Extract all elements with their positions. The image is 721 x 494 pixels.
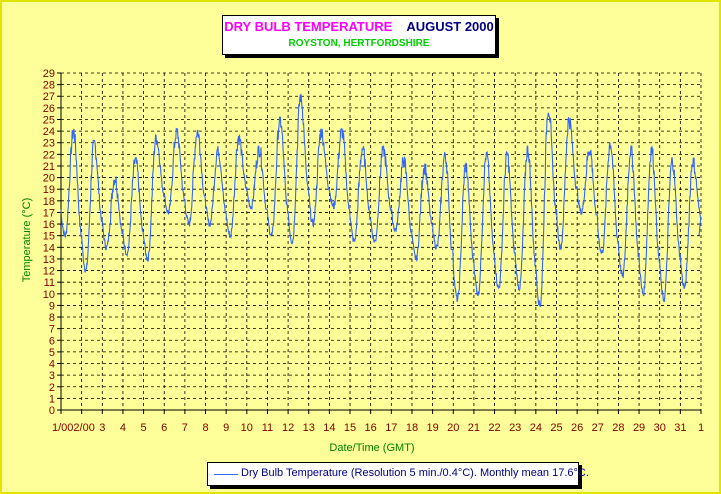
y-axis-label: Temperature (°C) [21, 198, 33, 282]
x-tick-label: 31 [674, 422, 686, 434]
y-tick-label: 0 [49, 405, 55, 417]
x-tick-label: 4 [120, 422, 126, 434]
y-tick-label: 12 [43, 266, 55, 278]
x-tick-label: 11 [262, 422, 273, 434]
y-tick-label: 27 [43, 91, 55, 103]
x-tick-label: 21 [468, 422, 480, 434]
x-tick-label: 17 [385, 422, 397, 434]
x-tick-label: 29 [633, 422, 645, 434]
y-tick-label: 4 [49, 359, 55, 371]
y-tick-label: 9 [49, 300, 55, 312]
y-tick-label: 14 [43, 242, 55, 254]
y-tick-label: 16 [43, 219, 55, 231]
y-tick-label: 21 [43, 161, 55, 173]
x-tick-label: 5 [141, 422, 147, 434]
x-tick-label: 15 [344, 422, 356, 434]
y-tick-label: 5 [49, 347, 55, 359]
y-tick-label: 19 [43, 184, 55, 196]
x-tick-label: 9 [223, 422, 229, 434]
x-tick-label: 14 [323, 422, 335, 434]
x-tick-label: 25 [550, 422, 562, 434]
x-tick-label: 24 [530, 422, 542, 434]
y-tick-label: 22 [43, 149, 55, 161]
y-tick-label: 23 [43, 138, 55, 150]
chart-title-month: AUGUST 2000 [406, 19, 494, 34]
x-tick-label: 18 [406, 422, 418, 434]
series-line-dry-bulb [60, 93, 702, 308]
x-tick-label: 26 [571, 422, 583, 434]
x-tick-label: 28 [612, 422, 624, 434]
y-tick-label: 29 [43, 68, 55, 80]
y-tick-label: 17 [43, 207, 55, 219]
x-tick-label: 23 [509, 422, 521, 434]
y-tick-label: 24 [43, 126, 55, 138]
y-tick-label: 1 [49, 393, 55, 405]
chart-title-box: DRY BULB TEMPERATURE AUGUST 2000 ROYSTON,… [222, 15, 496, 55]
y-tick-label: 6 [49, 335, 55, 347]
y-tick-label: 10 [43, 289, 55, 301]
x-tick-label: 19 [426, 422, 438, 434]
x-tick-label: 6 [161, 422, 167, 434]
y-tick-label: 15 [43, 231, 55, 243]
x-tick-label: 16 [365, 422, 377, 434]
y-tick-label: 13 [43, 254, 55, 266]
x-tick-label: 1 [698, 422, 704, 434]
x-tick-label: 30 [654, 422, 666, 434]
y-tick-label: 7 [49, 324, 55, 336]
legend-label: Dry Bulb Temperature (Resolution 5 min./… [241, 467, 589, 479]
chart-title: DRY BULB TEMPERATURE [224, 19, 393, 34]
y-tick-labels: 0123456789101112131415161718192021222324… [43, 68, 55, 417]
axes [57, 72, 702, 414]
y-tick-label: 11 [44, 277, 55, 289]
y-tick-label: 26 [43, 103, 55, 115]
y-tick-label: 25 [43, 114, 55, 126]
y-tick-label: 18 [43, 196, 55, 208]
gridlines [61, 72, 702, 410]
x-tick-label: 1/002/00 [52, 422, 95, 434]
legend: Dry Bulb Temperature (Resolution 5 min./… [207, 462, 589, 486]
x-tick-label: 7 [182, 422, 188, 434]
x-axis-label: Date/Time (GMT) [329, 442, 414, 454]
y-tick-label: 20 [43, 173, 55, 185]
chart-subtitle: ROYSTON, HERTFORDSHIRE [288, 38, 430, 49]
x-tick-labels: 1/002/00 3 4 5 6 7 8 9 10 11 12 13 14 15 16 17 18 19 20 21 2… [52, 422, 704, 434]
x-tick-label: 12 [282, 422, 294, 434]
x-tick-label: 3 [99, 422, 105, 434]
legend-swatch [214, 474, 238, 475]
x-tick-label: 13 [303, 422, 315, 434]
x-tick-label: 8 [202, 422, 208, 434]
y-tick-label: 2 [49, 382, 55, 394]
x-tick-label: 27 [592, 422, 604, 434]
y-tick-label: 8 [49, 312, 55, 324]
y-tick-label: 28 [43, 80, 55, 92]
y-tick-label: 3 [49, 370, 55, 382]
x-tick-label: 22 [488, 422, 500, 434]
x-tick-label: 20 [447, 422, 459, 434]
x-tick-label: 10 [241, 422, 253, 434]
